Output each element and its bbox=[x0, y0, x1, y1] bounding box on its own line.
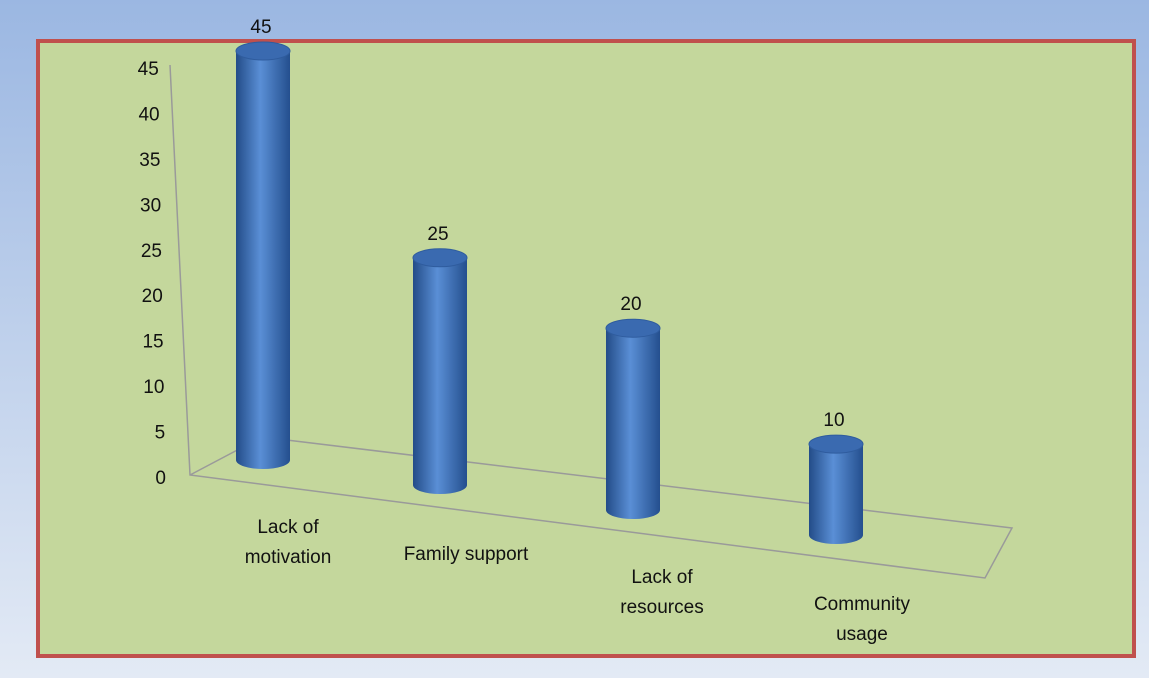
x-tick-label: Family support bbox=[403, 544, 529, 565]
y-tick-label: 5 bbox=[155, 423, 166, 444]
y-tick-label: 35 bbox=[139, 150, 160, 171]
y-tick-label: 25 bbox=[141, 241, 162, 262]
bar bbox=[605, 318, 661, 519]
data-label: 25 bbox=[427, 224, 448, 245]
y-tick-label: 40 bbox=[138, 104, 159, 125]
bar-base bbox=[809, 526, 863, 544]
bar bbox=[412, 248, 468, 494]
bar-top bbox=[412, 248, 468, 268]
bar-body bbox=[606, 328, 660, 510]
bar-base bbox=[236, 451, 290, 469]
bar-base bbox=[606, 501, 660, 519]
bar-body bbox=[413, 257, 467, 485]
y-tick-label: 0 bbox=[155, 468, 166, 489]
bar-body bbox=[809, 444, 863, 535]
x-tick-label: Lack of motivation bbox=[244, 517, 332, 568]
data-label: 45 bbox=[250, 17, 271, 38]
bar-top bbox=[605, 318, 661, 338]
x-tick-label: Community usage bbox=[813, 594, 911, 645]
bar-body bbox=[236, 51, 290, 460]
bar-top bbox=[808, 434, 864, 454]
y-tick-label: 20 bbox=[142, 286, 163, 307]
bar-top bbox=[235, 41, 291, 61]
y-tick-label: 30 bbox=[140, 195, 161, 216]
y-tick-label: 45 bbox=[138, 59, 159, 80]
y-tick-label: 15 bbox=[142, 332, 163, 353]
x-tick-label: Lack of resources bbox=[620, 567, 704, 618]
plot-area bbox=[36, 39, 1136, 658]
bar-base bbox=[413, 476, 467, 494]
bar bbox=[235, 41, 291, 469]
data-label: 20 bbox=[620, 294, 641, 315]
y-tick-label: 10 bbox=[143, 377, 164, 398]
data-label: 10 bbox=[823, 410, 844, 431]
bar bbox=[808, 434, 864, 544]
